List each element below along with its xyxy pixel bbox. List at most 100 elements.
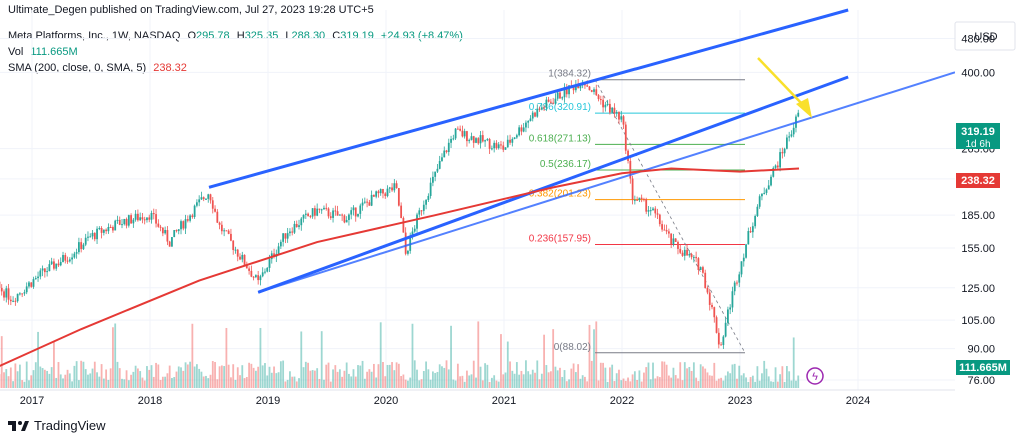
volume-bar — [599, 362, 602, 388]
candle-body — [71, 257, 73, 260]
volume-bar — [538, 379, 541, 388]
candle-body — [738, 274, 741, 283]
candle-body — [588, 86, 591, 91]
volume-bar — [720, 377, 722, 388]
candle-body — [132, 219, 135, 224]
candle-body — [490, 148, 493, 150]
volume-bar — [745, 377, 747, 388]
volume-bar — [53, 341, 55, 388]
volume-bar — [9, 367, 12, 388]
volume-bar — [620, 380, 623, 388]
candle-body — [202, 197, 205, 200]
candle-body — [300, 218, 303, 226]
candle-body — [48, 264, 51, 272]
volume-bar — [345, 362, 348, 388]
volume-bar — [50, 367, 53, 388]
volume-bar — [366, 371, 368, 388]
volume-bar — [456, 363, 459, 388]
open-label: O — [187, 30, 197, 42]
volume-bar — [275, 373, 278, 388]
channel-upper-line[interactable] — [208, 8, 849, 189]
volume-bar — [71, 381, 73, 388]
volume-bar — [136, 368, 139, 388]
candle-body — [107, 227, 110, 232]
volume-bar — [754, 381, 757, 388]
tradingview-logo[interactable]: TradingView — [8, 418, 106, 433]
volume-bar — [586, 381, 589, 388]
candle-body — [257, 275, 260, 281]
candle-body — [538, 108, 541, 110]
volume-bar — [565, 381, 568, 388]
volume-bar — [377, 364, 380, 388]
candle-body — [123, 218, 126, 225]
volume-bar — [597, 380, 600, 388]
candle-body — [313, 208, 316, 216]
volume-bar — [357, 365, 359, 388]
volume-bar — [738, 365, 741, 388]
volume-bar — [618, 369, 620, 388]
currency-button[interactable] — [954, 21, 1016, 51]
volume-bar — [232, 364, 235, 388]
volume-bar — [227, 364, 230, 388]
candle-body — [454, 128, 457, 139]
volume-bar — [751, 375, 754, 388]
volume-bar — [327, 362, 330, 388]
volume-bar — [604, 367, 607, 388]
volume-bar — [336, 371, 339, 388]
volume-bar — [527, 371, 530, 388]
volume-bar — [563, 370, 566, 388]
candle-body — [397, 188, 400, 206]
candle-body — [679, 248, 682, 253]
candle-body — [697, 258, 700, 270]
volume-bar — [291, 376, 294, 388]
volume-bar — [715, 380, 718, 388]
volume-bar — [475, 377, 477, 388]
volume-bar — [161, 376, 164, 388]
volume-bar — [127, 380, 130, 388]
channel-mid-line[interactable] — [257, 71, 956, 294]
candle-body — [745, 244, 747, 258]
candle-body — [633, 199, 636, 201]
volume-bar — [724, 375, 727, 388]
fib-retracement[interactable]: 1(384.32) 0.786(320.91) 0.618(271.13) 0.5(2… — [529, 69, 746, 354]
volume-bar — [702, 366, 704, 388]
volume-bar — [658, 377, 661, 388]
candle-body — [549, 101, 552, 103]
volume-bar — [250, 363, 253, 388]
volume-bar — [295, 381, 298, 388]
candle-body — [493, 142, 496, 149]
candle-body — [338, 214, 341, 216]
chart-grid — [0, 10, 955, 390]
volume-bar — [704, 368, 707, 388]
volume-bar — [168, 365, 171, 388]
low-label: L — [285, 30, 292, 42]
channel-lower-line[interactable] — [257, 75, 849, 294]
candle-body — [291, 231, 294, 233]
candle-body — [411, 231, 414, 236]
volume-bar — [341, 376, 344, 388]
time-axis[interactable]: 2017 2018 2019 2020 2021 2022 2023 2024 — [20, 395, 870, 407]
alert-icon[interactable]: ϟ — [806, 367, 824, 385]
candle-body — [552, 102, 555, 104]
volume-bar — [515, 362, 518, 388]
volume-bar — [359, 365, 362, 388]
volume-bar — [300, 331, 303, 388]
candle-body — [438, 160, 441, 169]
volume-bar — [404, 379, 407, 388]
candle-body — [667, 231, 670, 234]
volume-bar — [472, 360, 475, 388]
volume-bar — [593, 329, 595, 388]
candle-body — [386, 188, 389, 197]
volume-bar — [436, 371, 439, 388]
candle-body — [711, 304, 713, 308]
volume-bar — [289, 371, 291, 388]
candle-body — [797, 112, 800, 117]
candle-body — [422, 204, 425, 211]
volume-bar — [186, 364, 189, 388]
volume-bar — [132, 371, 135, 388]
candle-body — [722, 336, 725, 346]
candle-body — [325, 207, 328, 209]
candle-body — [12, 300, 14, 302]
volume-bar — [55, 377, 58, 388]
